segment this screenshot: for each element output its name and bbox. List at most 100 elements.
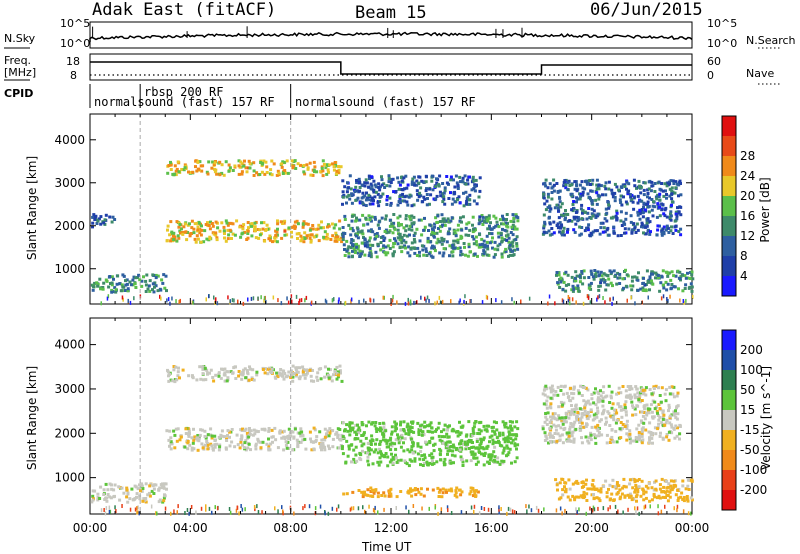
ground-scatter-cell [160,296,162,301]
power-cell [650,184,654,188]
velocity-cell [192,427,195,431]
power-cell [337,238,341,241]
power-cell [307,233,311,237]
velocity-cell [505,438,509,442]
velocity-cell [281,374,285,378]
power-cell [645,221,649,225]
velocity-cell [287,446,291,450]
noise-left-bottom-tick: 10^0 [60,37,91,50]
velocity-cell [389,487,393,491]
ground-scatter-cell [470,299,472,303]
ground-scatter-cell [408,509,410,514]
velocity-cell [413,459,417,463]
power-cell [410,228,414,232]
power-cell [186,231,190,234]
velocity-cell [382,491,386,495]
velocity-cell [644,484,648,488]
power-cell [295,219,299,223]
power-cell [589,216,593,220]
ground-scatter-cell [473,504,476,509]
power-cell [610,188,614,192]
velocity-cell [552,393,556,397]
power-cell [625,273,629,277]
power-cell [642,188,646,192]
power-cell [445,240,449,244]
power-cell [306,167,310,171]
ground-scatter-cell [253,505,256,509]
velocity-cell [626,493,630,497]
ground-scatter-cell [657,511,660,516]
power-cell [341,179,345,183]
ground-scatter-cell [537,508,540,513]
velocity-cell [327,447,331,451]
power-cell [507,246,511,250]
velocity-cell [658,394,662,397]
velocity-cell [430,452,434,456]
power-cell [280,236,284,240]
power-cell [380,175,383,179]
velocity-cell [588,435,592,439]
y-tick-label: 1000 [54,262,85,276]
power-cell [442,251,446,255]
velocity-cell [139,489,142,493]
velocity-cell [223,371,227,375]
velocity-cell [407,489,411,493]
power-cell [584,179,587,183]
power-cell [425,193,429,196]
power-cell [407,195,411,199]
power-cell [478,189,482,193]
ground-scatter-cell [235,508,238,513]
power-cell [650,279,653,283]
ground-scatter-cell [358,299,360,304]
power-cell [428,202,431,206]
power-cell [478,233,482,237]
x-tick-label: 16:00 [474,521,509,535]
power-cell [607,187,611,191]
power-cell [614,214,618,218]
velocity-cell [476,460,480,464]
power-cell [408,193,412,197]
velocity-cell [425,442,429,446]
velocity-cell [638,436,642,440]
velocity-cell [383,494,387,498]
power-cell [546,192,550,196]
velocity-cell [351,426,355,430]
velocity-cell [274,376,278,380]
power-cell [380,216,384,220]
velocity-cell [225,437,228,441]
power-cell [460,252,464,256]
velocity-cell [172,429,176,433]
power-cell [564,216,567,220]
velocity-cell [477,447,481,451]
power-cell [473,189,477,193]
nsky-trace [89,31,693,42]
power-cell [102,281,106,285]
power-cell [670,186,674,190]
power-cell [437,240,441,243]
power-cell [332,226,336,230]
colorbar-tick-label: 16 [740,209,755,223]
velocity-cell [204,436,208,440]
power-cell [140,284,144,288]
power-cell [445,175,449,178]
power-cell [272,162,276,166]
power-cell [568,184,572,187]
power-cell [348,174,352,178]
power-cell [340,240,344,244]
power-cell [504,221,508,225]
velocity-cell [304,373,308,377]
power-cell [243,159,246,163]
power-cell [138,278,142,282]
velocity-cell [660,386,664,390]
power-cell [239,235,243,239]
velocity-cell [642,498,646,502]
velocity-cell [419,427,422,430]
power-cell [359,252,363,256]
velocity-cell [672,395,676,399]
velocity-cell [629,494,633,498]
velocity-cell [666,494,670,497]
velocity-cell [656,411,659,415]
power-cell [668,187,672,191]
power-cell [629,284,633,288]
velocity-cell [360,423,364,427]
